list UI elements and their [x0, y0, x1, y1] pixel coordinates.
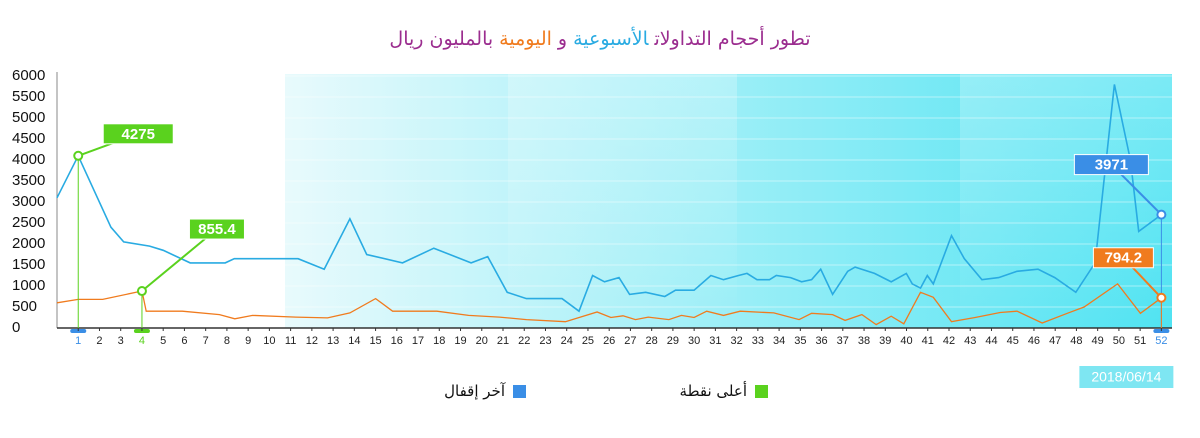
date-label: 2018/06/14 [1091, 369, 1161, 385]
y-tick-label: 2000 [12, 235, 45, 252]
x-tick-label: 27 [624, 335, 636, 347]
x-tick-label: 38 [858, 335, 870, 347]
x-tick-label: 7 [203, 335, 209, 347]
series-line [56, 283, 1162, 326]
legend-item: آخر إقفال [444, 382, 526, 400]
callout-box [188, 218, 245, 240]
title-part: بالمليون ريال [389, 28, 494, 50]
x-tick-label: 5 [160, 335, 166, 347]
x-tick-label: 49 [1092, 335, 1104, 347]
title-part: و [557, 28, 568, 50]
x-tick-label: 15 [369, 335, 381, 347]
y-tick-label: 2500 [12, 214, 45, 231]
x-tick-label: 25 [582, 335, 594, 347]
callout-point [136, 286, 147, 297]
x-tick-label: 9 [245, 335, 251, 347]
y-tick-label: 1500 [12, 256, 45, 273]
x-tick-label: 24 [561, 335, 573, 347]
x-tick-label: 39 [879, 335, 891, 347]
x-tick-label: 18 [433, 335, 445, 347]
x-tick-label: 31 [709, 335, 721, 347]
plot-band [960, 74, 1172, 328]
legend-label: أعلى نقطة [679, 382, 747, 400]
legend-swatch [755, 384, 768, 398]
x-tick-label: 45 [1007, 335, 1019, 347]
x-tick-label: 20 [476, 335, 488, 347]
callout-label: 3971 [1095, 157, 1128, 174]
x-tick-label: 6 [181, 335, 187, 347]
x-tick-label: 42 [943, 335, 955, 347]
callout-label: 855.4 [198, 221, 236, 238]
callout-label: 794.2 [1105, 250, 1143, 267]
x-tick-label: 41 [922, 335, 934, 347]
y-tick-label: 3000 [12, 193, 45, 210]
y-tick-label: 5000 [12, 109, 45, 126]
title-part: اليومية [499, 28, 552, 50]
x-tick-label: 12 [306, 335, 318, 347]
x-tick-label: 37 [837, 335, 849, 347]
legend-item: أعلى نقطة [680, 382, 768, 400]
y-tick-label: 4500 [12, 130, 45, 147]
x-tick-label: 17 [412, 335, 424, 347]
x-tick-label: 28 [646, 335, 658, 347]
callout-point [1156, 209, 1167, 220]
y-tick-label: 4000 [12, 151, 45, 168]
x-tick-label: 35 [794, 335, 806, 347]
y-tick-label: 6000 [12, 67, 45, 84]
date-box [1079, 366, 1174, 388]
x-tick-label: 33 [752, 335, 764, 347]
x-tick-label: 13 [327, 335, 339, 347]
x-tick-label: 48 [1070, 335, 1082, 347]
x-tick-label: 21 [497, 335, 509, 347]
callout-label: 4275 [122, 126, 155, 143]
y-tick-label: 500 [12, 298, 37, 315]
x-tick-label: 40 [900, 335, 912, 347]
x-tick-label: 19 [454, 335, 466, 347]
x-tick-label: 16 [391, 335, 403, 347]
x-tick-label: 34 [773, 335, 785, 347]
x-tick-label: 30 [688, 335, 700, 347]
callout-point [1156, 292, 1167, 303]
x-tick-label: 10 [263, 335, 275, 347]
legend-label: آخر إقفال [444, 382, 505, 400]
x-tick-label: 23 [539, 335, 551, 347]
callout-box [1092, 247, 1154, 269]
chart-title: تطور أحجام التداولاتالأسبوعيةواليوميةبال… [0, 28, 1200, 50]
x-tick-label: 4 [139, 335, 145, 347]
x-tick-label: 26 [603, 335, 615, 347]
x-tick-label: 47 [1049, 335, 1061, 347]
callout-point [73, 150, 84, 161]
plot-band [508, 74, 737, 328]
x-tick-label: 2 [96, 335, 102, 347]
x-tick-label: 29 [667, 335, 679, 347]
x-tick-label: 22 [518, 335, 530, 347]
x-tick-label: 43 [964, 335, 976, 347]
x-tick-label: 50 [1113, 335, 1125, 347]
x-tick-label: 14 [348, 335, 360, 347]
title-part: تطور أحجام التداولات [654, 28, 811, 50]
y-tick-label: 1000 [12, 277, 45, 294]
x-tick-label: 52 [1155, 335, 1167, 347]
x-tick-label: 1 [75, 335, 81, 347]
x-tick-label: 36 [815, 335, 827, 347]
y-tick-label: 3500 [12, 172, 45, 189]
y-tick-label: 5500 [12, 88, 45, 105]
x-tick-label: 51 [1134, 335, 1146, 347]
series-line [56, 84, 1162, 313]
x-tick-label: 8 [224, 335, 230, 347]
y-tick-label: 0 [12, 319, 20, 336]
title-part: الأسبوعية [573, 28, 649, 50]
legend-swatch [513, 384, 526, 398]
x-tick-label: 44 [985, 335, 997, 347]
callout-box [102, 123, 174, 145]
x-tick-label: 32 [730, 335, 742, 347]
legend: آخر إقفال أعلى نقطة [0, 382, 1200, 408]
x-tick-label: 11 [285, 335, 296, 347]
x-tick-label: 3 [118, 335, 124, 347]
callout-box [1073, 154, 1149, 176]
x-tick-label: 46 [1028, 335, 1040, 347]
